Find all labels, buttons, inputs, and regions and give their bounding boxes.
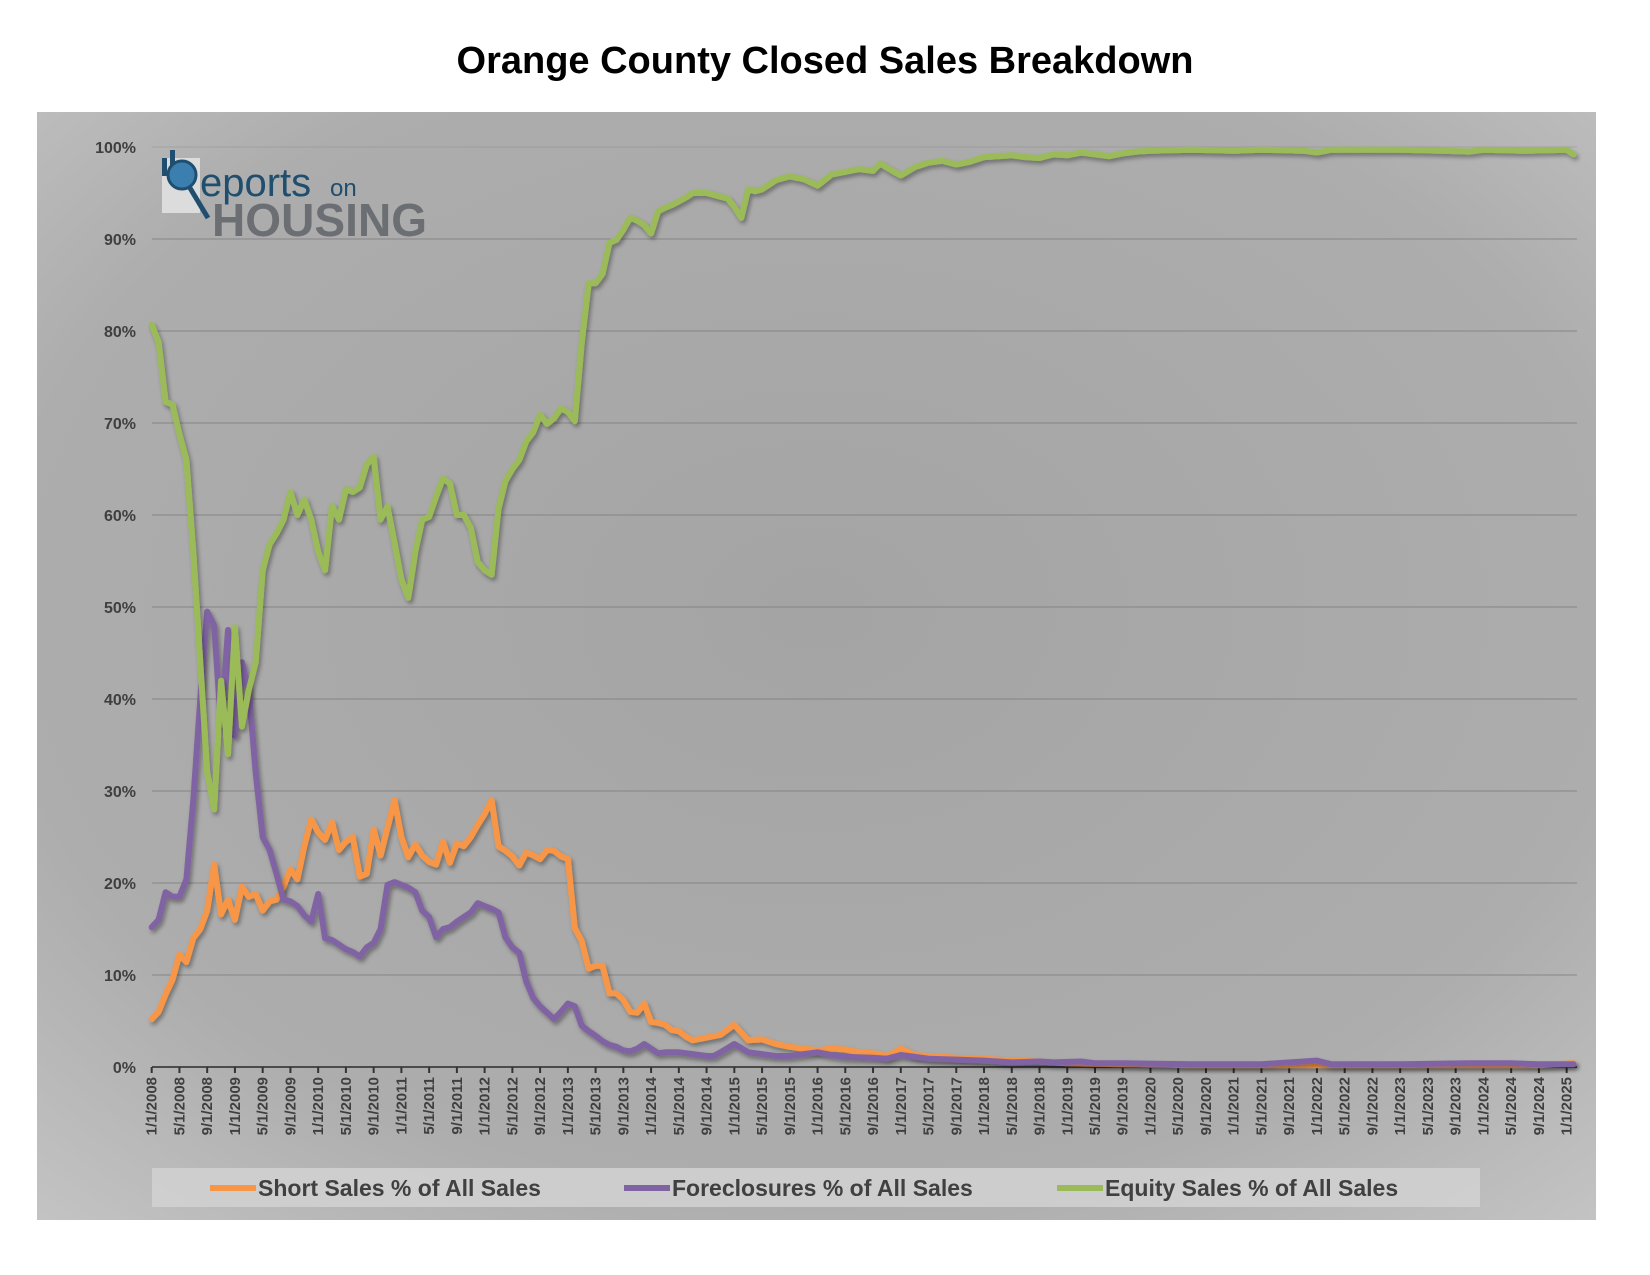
x-tick-label: 1/1/2008 xyxy=(144,1077,161,1135)
x-tick-label: 1/1/2025 xyxy=(1559,1077,1576,1135)
x-tick-label: 5/1/2020 xyxy=(1170,1077,1187,1135)
x-tick-label: 5/1/2010 xyxy=(338,1077,355,1135)
x-tick-label: 9/1/2008 xyxy=(199,1077,216,1135)
chart-title: Orange County Closed Sales Breakdown xyxy=(456,40,1194,82)
x-tick-label: 9/1/2018 xyxy=(1032,1077,1049,1135)
legend-label: Equity Sales % of All Sales xyxy=(1105,1175,1398,1201)
x-tick-label: 1/1/2010 xyxy=(310,1077,327,1135)
x-tick-label: 5/1/2021 xyxy=(1253,1077,1270,1135)
x-tick-label: 1/1/2021 xyxy=(1226,1077,1243,1135)
x-tick-label: 9/1/2015 xyxy=(782,1077,799,1135)
y-tick-label: 80% xyxy=(104,324,136,341)
x-tick-label: 9/1/2011 xyxy=(449,1077,466,1135)
x-tick-label: 9/1/2013 xyxy=(615,1077,632,1135)
y-tick-label: 70% xyxy=(104,416,136,433)
x-tick-label: 5/1/2011 xyxy=(421,1077,438,1135)
x-tick-label: 9/1/2017 xyxy=(948,1077,965,1135)
x-tick-label: 1/1/2009 xyxy=(227,1077,244,1135)
x-tick-label: 5/1/2023 xyxy=(1420,1077,1437,1135)
x-tick-label: 5/1/2024 xyxy=(1503,1076,1520,1135)
svg-text:HOUSING: HOUSING xyxy=(212,194,427,246)
x-tick-label: 1/1/2011 xyxy=(393,1077,410,1135)
y-tick-label: 100% xyxy=(95,140,136,157)
x-tick-label: 9/1/2019 xyxy=(1115,1077,1132,1135)
x-tick-label: 1/1/2013 xyxy=(560,1077,577,1135)
x-tick-label: 9/1/2024 xyxy=(1531,1076,1548,1135)
x-tick-label: 9/1/2022 xyxy=(1364,1077,1381,1135)
reports-on-housing-logo: eports on HOUSING xyxy=(162,150,427,246)
x-tick-label: 5/1/2012 xyxy=(504,1077,521,1135)
y-tick-label: 20% xyxy=(104,876,136,893)
x-tick-label: 9/1/2012 xyxy=(532,1077,549,1135)
x-tick-label: 5/1/2014 xyxy=(671,1076,688,1135)
x-tick-label: 1/1/2018 xyxy=(976,1077,993,1135)
x-tick-label: 5/1/2022 xyxy=(1337,1077,1354,1135)
x-tick-label: 1/1/2016 xyxy=(810,1077,827,1135)
x-tick-label: 1/1/2017 xyxy=(893,1077,910,1135)
x-tick-label: 9/1/2021 xyxy=(1281,1077,1298,1135)
x-tick-label: 1/1/2015 xyxy=(726,1077,743,1135)
x-tick-label: 9/1/2016 xyxy=(865,1077,882,1135)
series-line-equity xyxy=(148,146,1577,813)
y-tick-label: 30% xyxy=(104,784,136,801)
x-tick-label: 1/1/2019 xyxy=(1059,1077,1076,1135)
x-tick-label: 9/1/2020 xyxy=(1198,1077,1215,1135)
y-tick-label: 0% xyxy=(113,1060,136,1077)
svg-text:on: on xyxy=(330,175,357,202)
x-tick-label: 1/1/2020 xyxy=(1142,1077,1159,1135)
y-tick-label: 40% xyxy=(104,692,136,709)
x-tick-label: 1/1/2014 xyxy=(643,1076,660,1135)
x-tick-label: 1/1/2012 xyxy=(477,1077,494,1135)
y-tick-label: 60% xyxy=(104,508,136,525)
x-tick-label: 1/1/2022 xyxy=(1309,1077,1326,1135)
x-tick-label: 5/1/2015 xyxy=(754,1077,771,1135)
x-tick-label: 5/1/2016 xyxy=(837,1077,854,1135)
legend-label: Short Sales % of All Sales xyxy=(258,1175,541,1201)
legend-box xyxy=(152,1168,1480,1207)
y-tick-label: 10% xyxy=(104,968,136,985)
series-line-foreclosures xyxy=(148,608,1577,1068)
x-tick-label: 5/1/2018 xyxy=(1004,1077,1021,1135)
y-tick-label: 90% xyxy=(104,232,136,249)
x-tick-label: 5/1/2008 xyxy=(171,1077,188,1135)
x-tick-label: 5/1/2009 xyxy=(255,1077,272,1135)
legend: Short Sales % of All Sales Foreclosures %… xyxy=(210,1175,1398,1201)
x-tick-label: 5/1/2017 xyxy=(921,1077,938,1135)
x-tick-label: 9/1/2010 xyxy=(366,1077,383,1135)
x-tick-label: 9/1/2023 xyxy=(1448,1077,1465,1135)
plot-background xyxy=(37,112,1596,1220)
legend-label: Foreclosures % of All Sales xyxy=(672,1175,973,1201)
svg-text:eports: eports xyxy=(200,161,311,205)
x-tick-label: 1/1/2023 xyxy=(1392,1077,1409,1135)
x-tick-label: 9/1/2014 xyxy=(699,1076,716,1135)
y-tick-label: 50% xyxy=(104,600,136,617)
x-tick-label: 9/1/2009 xyxy=(282,1077,299,1135)
series-line-short xyxy=(148,797,1577,1069)
x-tick-label: 5/1/2013 xyxy=(588,1077,605,1135)
x-tick-label: 5/1/2019 xyxy=(1087,1077,1104,1135)
x-tick-label: 1/1/2024 xyxy=(1475,1076,1492,1135)
